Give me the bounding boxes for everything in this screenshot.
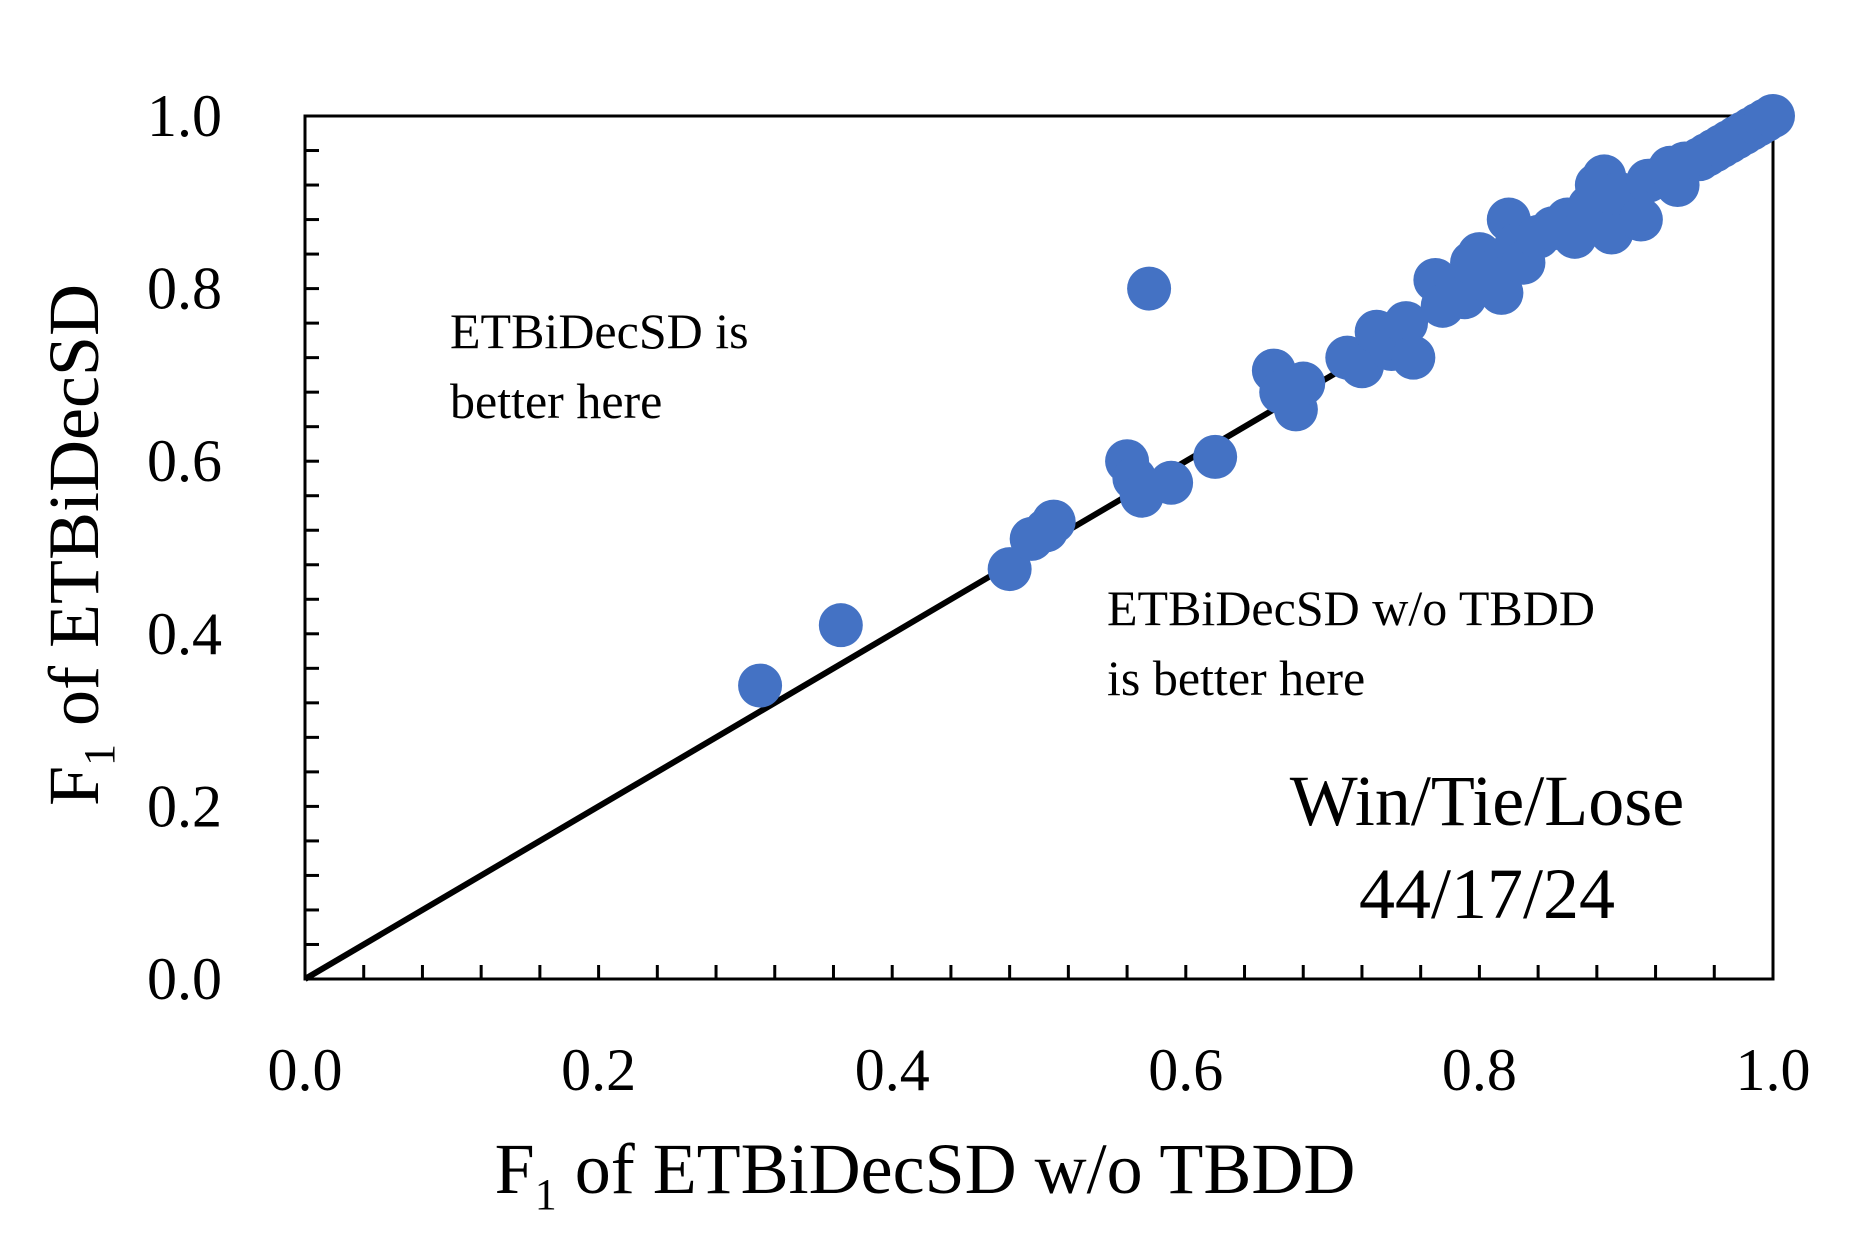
x-tick-label: 0.4: [855, 1037, 930, 1103]
data-point: [1127, 266, 1172, 311]
y-tick-label: 0.8: [147, 256, 222, 322]
y-axis-title: F1 of ETBiDecSD: [34, 284, 124, 806]
x-tick-label: 1.0: [1736, 1037, 1811, 1103]
plot-frame: [303, 114, 1775, 981]
x-tick-label: 0.8: [1442, 1037, 1517, 1103]
data-point: [1281, 361, 1326, 406]
data-point: [818, 603, 863, 648]
y-tick-label: 0.4: [147, 601, 222, 667]
score-value: 44/17/24: [1359, 854, 1615, 934]
x-tick-label: 0.6: [1148, 1037, 1223, 1103]
x-axis-title-rest: of ETBiDecSD w/o TBDD: [557, 1129, 1356, 1209]
data-point: [1193, 434, 1238, 479]
y-tick-label: 0.6: [147, 428, 222, 494]
annotation-upper-left-line-1: ETBiDecSD is: [450, 303, 749, 359]
data-point: [1031, 499, 1076, 544]
score-title: Win/Tie/Lose: [1290, 761, 1684, 841]
annotation-lower-right-line-2: is better here: [1107, 650, 1365, 706]
y-tick-label: 0.2: [147, 773, 222, 839]
x-axis-title: F1 of ETBiDecSD w/o TBDD: [495, 1129, 1356, 1219]
y-axis-title-prefix: F: [34, 766, 114, 806]
data-point: [1618, 197, 1663, 242]
y-axis-title-rest: of ETBiDecSD: [34, 284, 114, 744]
annotation-upper-left-line-2: better here: [450, 373, 662, 429]
x-tick-label: 0.2: [561, 1037, 636, 1103]
y-tick-label: 0.0: [147, 946, 222, 1012]
x-axis-title-subscript: 1: [535, 1170, 557, 1219]
data-point: [1479, 270, 1524, 315]
y-tick-label: 1.0: [147, 83, 222, 149]
x-tick-label: 0.0: [268, 1037, 343, 1103]
y-axis-title-subscript: 1: [75, 744, 124, 766]
data-point: [1384, 301, 1428, 346]
annotation-lower-right-line-1: ETBiDecSD w/o TBDD: [1107, 580, 1595, 636]
x-axis-title-prefix: F: [495, 1129, 535, 1209]
data-point: [1391, 335, 1436, 380]
data-point: [738, 663, 783, 708]
data-point: [987, 547, 1032, 592]
plot-layer: 0.0 0.2 0.4 0.6 0.8 1.0 0.0 0.2 0.4 0.6 0.8 1.0: [147, 83, 1811, 1103]
data-point: [1149, 460, 1194, 505]
data-point: [1751, 94, 1795, 138]
